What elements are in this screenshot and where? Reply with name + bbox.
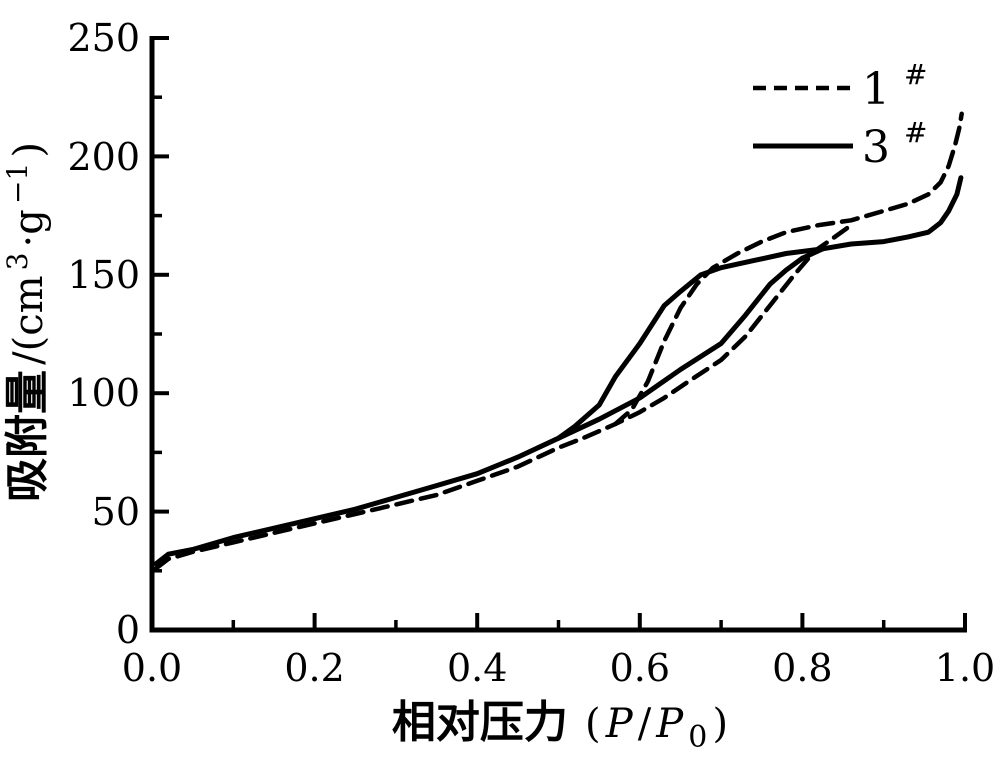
y-axis-title-unit-mid: ·g bbox=[6, 209, 52, 247]
y-axis-title: 吸附量 /(cm 3 ·g −1 ) bbox=[1, 142, 53, 502]
curve-3-desorption bbox=[556, 175, 964, 441]
y-axis-title-cn: 吸附量 bbox=[2, 370, 53, 502]
y-tick-label: 150 bbox=[67, 253, 140, 297]
x-tick-labels: 0.0 0.2 0.4 0.6 0.8 1.0 bbox=[122, 646, 995, 690]
y-axis-title-unit-close: ) bbox=[6, 142, 52, 158]
legend-label-1-text: 1 bbox=[862, 64, 890, 115]
x-axis-title-paren-close: ) bbox=[712, 701, 728, 747]
x-tick-label: 0.0 bbox=[122, 646, 182, 690]
y-axis-title-sup-minus1: −1 bbox=[1, 163, 34, 204]
x-axis-title-cn: 相对压力 bbox=[392, 697, 568, 748]
x-axis-title-paren: ( bbox=[585, 701, 601, 747]
y-tick-label: 50 bbox=[92, 490, 140, 534]
x-axis-title-P0: P bbox=[655, 701, 684, 747]
legend-label-3-sup: # bbox=[904, 116, 927, 149]
x-tick-label: 0.8 bbox=[772, 646, 832, 690]
isotherm-curves bbox=[153, 111, 964, 571]
x-axis-title-slash: / bbox=[638, 701, 652, 747]
y-axis-title-unit: /(cm bbox=[6, 275, 52, 364]
y-axis-title-sup-3: 3 bbox=[1, 253, 34, 271]
x-axis-title-P: P bbox=[605, 701, 634, 747]
y-tick-label: 0 bbox=[116, 608, 140, 652]
x-tick-label: 0.6 bbox=[610, 646, 670, 690]
x-tick-label: 1.0 bbox=[935, 646, 995, 690]
legend-label-1: 1 # bbox=[862, 58, 927, 115]
axes bbox=[149, 36, 967, 633]
curve-1-adsorption bbox=[153, 222, 854, 571]
y-tick-label: 100 bbox=[67, 371, 140, 415]
y-tick-label: 250 bbox=[67, 16, 140, 60]
x-tick-label: 0.4 bbox=[447, 646, 507, 690]
legend-label-1-sup: # bbox=[904, 58, 927, 91]
x-axis-title-sub: 0 bbox=[688, 720, 707, 755]
legend-label-3-text: 3 bbox=[862, 122, 890, 173]
axis-ticks bbox=[150, 36, 967, 632]
legend-label-3: 3 # bbox=[862, 116, 927, 173]
curve-1-desorption bbox=[613, 111, 964, 427]
y-tick-labels: 0 50 100 150 200 250 bbox=[67, 16, 140, 652]
x-axis-title: 相对压力 ( P / P 0 ) bbox=[392, 697, 728, 755]
curve-3-adsorption bbox=[153, 246, 826, 567]
y-tick-label: 200 bbox=[67, 135, 140, 179]
legend: 1 # 3 # bbox=[753, 58, 927, 173]
x-tick-label: 0.2 bbox=[284, 646, 344, 690]
